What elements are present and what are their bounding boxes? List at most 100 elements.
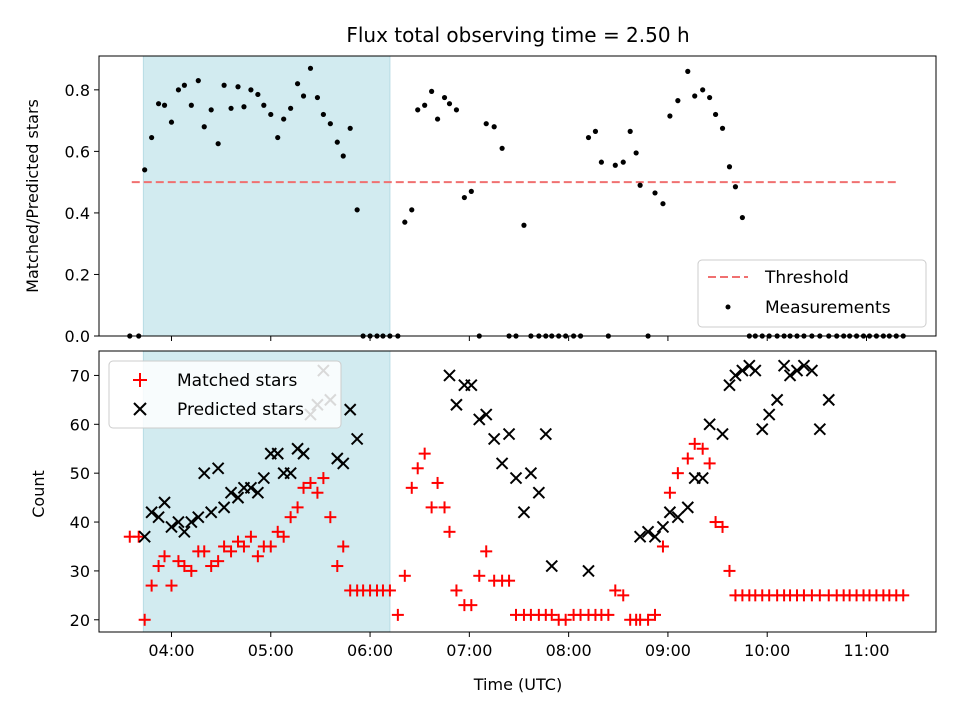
- measurement-point: [660, 201, 666, 207]
- measurement-point: [652, 190, 658, 196]
- measurement-point: [633, 150, 639, 156]
- measurement-point: [732, 184, 739, 190]
- matched-point: [212, 555, 225, 568]
- matched-point: [411, 462, 424, 475]
- y-tick-label: 0.0: [65, 327, 90, 346]
- measurement-point: [726, 164, 733, 170]
- measurement-point: [175, 87, 182, 93]
- matched-point: [324, 511, 337, 524]
- y-tick-label: 0.2: [65, 265, 90, 284]
- matched-point: [165, 579, 178, 592]
- y-tick-label: 50: [70, 464, 90, 483]
- predicted-point: [641, 525, 655, 539]
- bottom-panel: 20 30 40 50 60 70 04:00 05:00 06:00 07:00 08:00 09…: [29, 350, 937, 694]
- predicted-point: [532, 486, 546, 499]
- measurement-point: [675, 98, 681, 104]
- predicted-point: [539, 427, 553, 441]
- predicted-point: [656, 520, 670, 534]
- matched-point: [225, 545, 238, 558]
- predicted-point: [198, 466, 211, 480]
- predicted-point: [487, 432, 501, 446]
- matched-point: [391, 608, 404, 621]
- bottom-x-ticks: 04:00 05:00 06:00 07:00 08:00 09:00 10:00 11:00: [148, 632, 890, 660]
- predicted-point: [770, 393, 784, 407]
- matched-point: [438, 501, 451, 514]
- predicted-point: [663, 506, 677, 519]
- measurement-point: [468, 188, 474, 194]
- matched-point: [602, 608, 615, 621]
- bottom-axes-frame: [98, 350, 937, 633]
- matched-point: [205, 560, 218, 573]
- legend-predicted-swatch: [133, 402, 147, 416]
- measurement-point: [261, 102, 267, 108]
- predicted-point: [648, 530, 662, 543]
- measurement-point: [307, 65, 314, 71]
- predicted-point: [716, 427, 729, 441]
- matched-point: [291, 501, 304, 514]
- measurement-point: [429, 88, 435, 94]
- matched-point: [251, 550, 264, 563]
- predicted-point: [297, 447, 310, 460]
- matched-point: [656, 540, 669, 553]
- predicted-point: [231, 491, 245, 504]
- legend-measurements-label: Measurements: [765, 298, 891, 318]
- predicted-point: [152, 510, 165, 524]
- matched-point: [425, 501, 438, 514]
- y-tick-label: 30: [70, 562, 90, 581]
- x-tick-label: 10:00: [744, 641, 790, 660]
- bottom-y-ticks: 20 30 40 50 60 70: [70, 366, 99, 630]
- predicted-point: [545, 559, 558, 573]
- y-tick-label: 0.4: [65, 204, 90, 223]
- measurement-point: [275, 134, 281, 141]
- matched-point: [264, 540, 277, 553]
- predicted-point: [204, 506, 218, 519]
- predicted-point: [178, 525, 191, 539]
- predicted-point: [473, 413, 486, 426]
- predicted-point: [723, 379, 736, 392]
- matched-point: [663, 486, 676, 499]
- predicted-point: [284, 466, 297, 480]
- measurement-point: [347, 125, 353, 131]
- measurement-point: [221, 82, 227, 88]
- y-tick-label: 20: [70, 611, 90, 630]
- predicted-point: [465, 379, 478, 392]
- top-x-ticks: [170, 336, 867, 341]
- measurement-point: [168, 119, 175, 125]
- measurement-point: [155, 101, 162, 107]
- measurement-point: [627, 128, 633, 134]
- predicted-stars-series: [138, 359, 835, 578]
- matched-point: [688, 437, 701, 450]
- measurement-point: [499, 145, 505, 151]
- measurement-point: [707, 94, 713, 101]
- matched-point: [398, 569, 411, 582]
- measurement-point: [248, 87, 254, 93]
- legend-matched-swatch: [133, 373, 147, 387]
- predicted-point: [736, 364, 749, 377]
- bottom-legend: Matched stars Predicted stars: [108, 360, 342, 429]
- measurement-point: [281, 116, 287, 122]
- predicted-point: [805, 364, 819, 377]
- top-legend: Threshold Measurements: [697, 259, 927, 328]
- matched-point: [649, 608, 662, 621]
- predicted-point: [257, 471, 271, 485]
- predicted-point: [480, 408, 493, 421]
- measurement-point: [441, 94, 448, 101]
- measurement-point: [268, 111, 274, 118]
- predicted-point: [509, 471, 523, 485]
- matched-point: [897, 589, 910, 602]
- predicted-point: [211, 462, 225, 475]
- predicted-point: [185, 515, 198, 529]
- measurement-point: [521, 222, 527, 228]
- predicted-point: [450, 398, 463, 411]
- matched-point: [723, 564, 736, 577]
- matched-point: [431, 476, 444, 489]
- matched-point: [158, 550, 171, 563]
- predicted-point: [790, 364, 804, 377]
- matched-point: [237, 540, 250, 553]
- predicted-point: [729, 369, 742, 382]
- measurement-point: [453, 107, 460, 113]
- matched-point: [277, 530, 290, 543]
- predicted-point: [224, 486, 238, 499]
- predicted-point: [524, 466, 538, 480]
